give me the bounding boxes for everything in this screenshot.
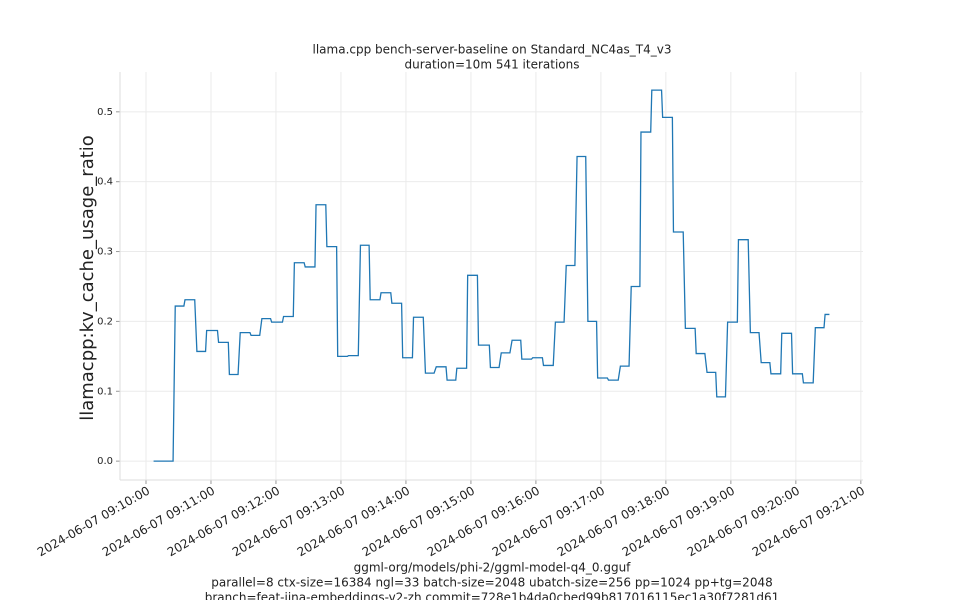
x-tick-label: 2024-06-07 09:15:00 bbox=[360, 484, 477, 560]
y-tick-label: 0.0 bbox=[97, 456, 113, 467]
x-tick-label: 2024-06-07 09:17:00 bbox=[490, 484, 607, 560]
x-axis-label: ggml-org/models/phi-2/ggml-model-q4_0.gg… bbox=[354, 561, 632, 575]
y-tick-label: 0.3 bbox=[97, 247, 113, 258]
data-line bbox=[153, 89, 830, 462]
y-tick-label: 0.4 bbox=[97, 177, 113, 188]
y-tick-label: 0.2 bbox=[97, 316, 113, 327]
x-tick-label: 2024-06-07 09:14:00 bbox=[295, 484, 412, 560]
chart-subtitle: duration=10m 541 iterations bbox=[405, 58, 580, 72]
y-tick-label: 0.5 bbox=[97, 107, 113, 118]
x-tick-label: 2024-06-07 09:20:00 bbox=[685, 484, 802, 560]
x-tick-label: 2024-06-07 09:12:00 bbox=[165, 484, 282, 560]
x-axis-label: parallel=8 ctx-size=16384 ngl=33 batch-s… bbox=[211, 576, 772, 590]
y-axis-label: llamacpp:kv_cache_usage_ratio bbox=[77, 135, 98, 421]
y-tick-label: 0.1 bbox=[97, 386, 113, 397]
x-axis-label: branch=feat-jina-embeddings-v2-zh commit… bbox=[205, 591, 780, 600]
x-tick-label: 2024-06-07 09:16:00 bbox=[425, 484, 542, 560]
x-tick-label: 2024-06-07 09:11:00 bbox=[100, 484, 217, 560]
x-tick-label: 2024-06-07 09:19:00 bbox=[620, 484, 737, 560]
x-tick-label: 2024-06-07 09:10:00 bbox=[35, 484, 152, 560]
x-tick-label: 2024-06-07 09:18:00 bbox=[555, 484, 672, 560]
x-tick-label: 2024-06-07 09:13:00 bbox=[230, 484, 347, 560]
x-tick-label: 2024-06-07 09:21:00 bbox=[750, 484, 867, 560]
chart-title: llama.cpp bench-server-baseline on Stand… bbox=[313, 43, 672, 57]
